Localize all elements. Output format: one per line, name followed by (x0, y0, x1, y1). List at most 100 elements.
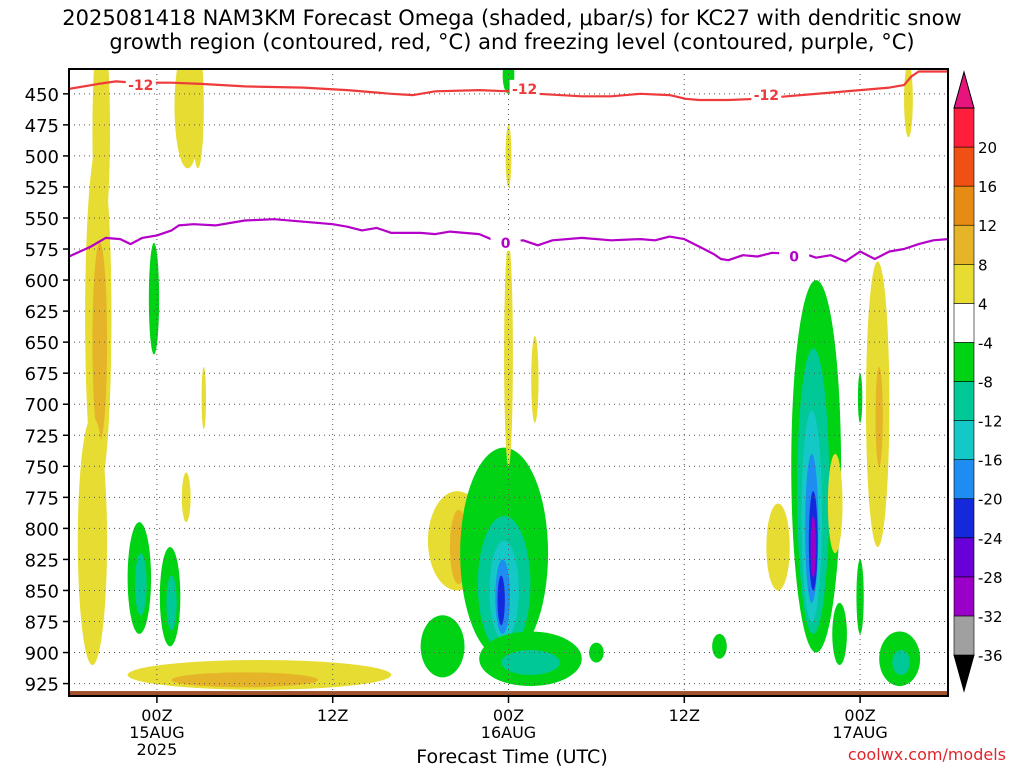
contour-label: -12 (128, 78, 153, 94)
omega-region-8 (134, 553, 147, 616)
omega-region-11 (181, 472, 191, 523)
title-line-1: 2025081418 NAM3KM Forecast Omega (shaded… (62, 6, 962, 30)
y-tick-label: 650 (25, 333, 59, 354)
colorbar-swatch-10 (953, 263, 975, 304)
colorbar-label: -4 (978, 334, 993, 352)
contour-line--12 (69, 70, 948, 102)
y-tick-label: 875 (25, 613, 59, 634)
colorbar-swatch-11 (953, 224, 975, 265)
y-tick-label: 525 (25, 178, 59, 199)
colorbar-swatch-14 (953, 107, 975, 148)
y-tick-label: 925 (25, 675, 59, 696)
omega-shading (77, 69, 921, 690)
terrain-strip (69, 691, 948, 696)
y-tick-label: 550 (25, 209, 59, 230)
colorbar-swatch-12 (953, 185, 975, 226)
x-tick-label: 00Z (141, 706, 172, 725)
colorbar-swatch-7 (953, 381, 975, 421)
credit-text: coolwx.com/models (847, 745, 1006, 764)
y-tick-label: 800 (25, 519, 59, 540)
colorbar-label: 4 (978, 295, 988, 313)
x-tick-date: 16AUG (481, 723, 536, 742)
colorbar-high-arrow (953, 70, 975, 109)
colorbar-label: -28 (978, 569, 1003, 587)
colorbar-swatch-4 (953, 498, 975, 539)
contour-label-bg (751, 86, 782, 104)
omega-region-29 (589, 642, 604, 663)
omega-region-6 (148, 242, 160, 355)
y-tick-label: 700 (25, 395, 59, 416)
colorbar-low-arrow (953, 654, 975, 693)
x-tick-date: 15AUG (129, 723, 184, 742)
colorbar-swatch-8 (953, 342, 975, 382)
y-tick-label: 500 (25, 147, 59, 168)
colorbar-swatch-5 (953, 459, 975, 500)
omega-region-39 (832, 602, 847, 665)
omega-region-43 (892, 650, 910, 675)
contour-label: 0 (501, 236, 511, 252)
y-tick-label: 625 (25, 302, 59, 323)
omega-region-45 (856, 559, 864, 634)
title-line-2: growth region (contoured, red, °C) and f… (109, 30, 915, 54)
contour-label: -12 (512, 82, 537, 98)
y-axis: 450 475 500 525 550 575 600 625 650 675 700 725 750 7… (25, 85, 69, 696)
y-tick-label: 725 (25, 426, 59, 447)
colorbar-swatch-13 (953, 146, 975, 187)
colorbar-swatch-6 (953, 420, 975, 460)
contours: -12 -12 -12 0 0 (69, 70, 948, 265)
y-tick-label: 775 (25, 488, 59, 509)
y-tick-label: 900 (25, 644, 59, 665)
omega-region-30 (712, 633, 727, 659)
contour-label: -12 (754, 88, 779, 104)
colorbar-label: -36 (978, 647, 1003, 665)
colorbar-swatch-2 (953, 576, 975, 617)
omega-region-12 (201, 366, 206, 430)
colorbar-label: -8 (978, 374, 993, 392)
colorbar-label: 8 (978, 256, 988, 274)
contour-label-bg (509, 79, 540, 97)
omega-region-38 (827, 453, 843, 554)
y-tick-label: 450 (25, 85, 59, 106)
omega-region-3 (77, 416, 108, 665)
x-tick-year: 2025 (137, 740, 178, 759)
colorbar-label: -20 (978, 491, 1003, 509)
colorbar-swatch-1 (953, 615, 975, 656)
y-tick-label: 675 (25, 364, 59, 385)
colorbar-label: -12 (978, 413, 1003, 431)
y-tick-label: 850 (25, 581, 59, 602)
x-tick-label: 00Z (493, 706, 524, 725)
x-tick-date: 17AUG (832, 723, 887, 742)
omega-region-41 (875, 366, 883, 467)
x-tick-label: 00Z (844, 706, 875, 725)
x-axis-title: Forecast Time (UTC) (416, 746, 608, 768)
colorbar-label: 20 (978, 139, 997, 157)
y-tick-label: 575 (25, 240, 59, 261)
y-tick-label: 825 (25, 550, 59, 571)
omega-region-46 (857, 373, 863, 423)
omega-region-44 (904, 69, 913, 138)
omega-region-22 (420, 615, 465, 678)
omega-region-14 (171, 672, 319, 688)
contour-line-0 (69, 218, 948, 263)
omega-region-21 (497, 575, 505, 626)
omega-region-2 (92, 69, 111, 243)
x-tick-label: 12Z (317, 706, 348, 725)
colorbar-label: -16 (978, 452, 1003, 470)
colorbar-swatch-9 (953, 303, 975, 343)
colorbar-swatch-3 (953, 537, 975, 578)
omega-region-37 (810, 515, 816, 579)
y-tick-label: 475 (25, 116, 59, 137)
colorbar-label: -24 (978, 530, 1003, 548)
colorbar-label: 16 (978, 178, 997, 196)
colorbar: -36 -32 -28 -24 -20 -16 -12 -8 -4 4 8 12 16 20 (953, 70, 1003, 693)
colorbar-label: 12 (978, 217, 997, 235)
omega-region-28 (531, 335, 539, 423)
x-tick-label: 12Z (669, 706, 700, 725)
contour-label-bg (490, 233, 521, 251)
y-tick-label: 750 (25, 457, 59, 478)
omega-region-5 (192, 69, 204, 169)
terrain-band (69, 691, 948, 696)
y-tick-label: 600 (25, 271, 59, 292)
